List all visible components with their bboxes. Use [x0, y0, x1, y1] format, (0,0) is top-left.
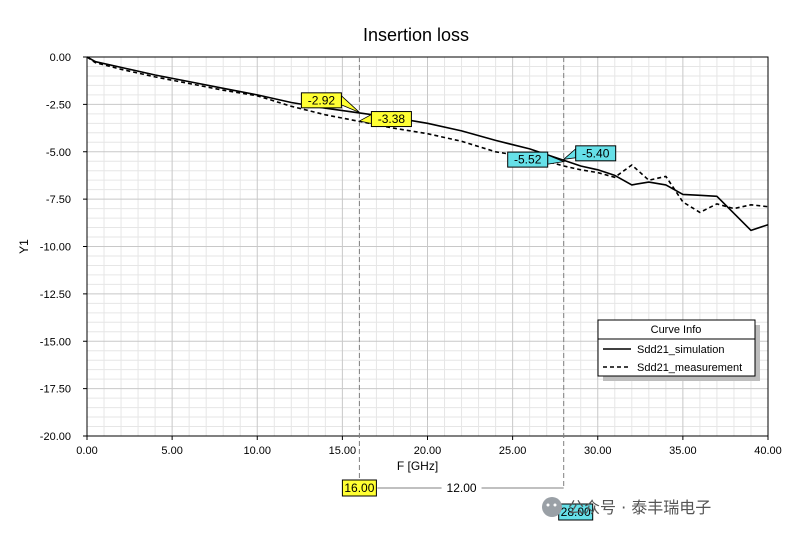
point-marker-label: -2.92: [308, 93, 336, 107]
vertical-marker-label[interactable]: 28.00: [561, 505, 591, 519]
point-marker-label: -5.52: [514, 153, 542, 167]
point-marker-label-box: [507, 151, 549, 168]
x-tick-label: 0.00: [76, 445, 97, 457]
point-marker-label-box: [370, 111, 412, 128]
x-axis-ticks: 0.00 5.00 10.00 15.00 20.00 25.00 30.00 35.00 40…: [76, 436, 782, 457]
y-axis-ticks: 0.00 -2.50 -5.00 -7.50 -10.00 -12.50 -15.00 -17…: [40, 52, 87, 443]
y-tick-label: -12.50: [40, 289, 71, 301]
legend-title: Curve Info: [651, 324, 702, 336]
y-axis-label: Y1: [17, 239, 31, 254]
y-tick-label: 0.00: [50, 52, 71, 64]
point-markers: -2.92 -3.38 -5.52 -5.40: [300, 92, 617, 168]
watermark: 公众号 · 泰丰瑞电子: [542, 497, 711, 517]
vertical-markers[interactable]: 12.00 16.00 28.00: [341, 57, 594, 521]
legend: Curve Info Sdd21_simulation Sdd21_measur…: [597, 319, 760, 381]
marker-delta-label-bg: [441, 480, 482, 496]
chart-title: Insertion loss: [363, 25, 469, 45]
point-marker-label: -5.40: [582, 146, 610, 160]
y-tick-label: -15.00: [40, 336, 71, 348]
legend-entry-simulation: Sdd21_simulation: [637, 344, 724, 356]
x-tick-label: 35.00: [669, 445, 697, 457]
y-tick-label: -20.00: [40, 431, 71, 443]
wechat-icon-eye-right: [553, 503, 557, 507]
x-tick-label: 30.00: [584, 445, 612, 457]
series-line-Sdd21_simulation: [86, 56, 769, 232]
point-marker-label-box: [575, 145, 617, 162]
x-tick-label: 10.00: [243, 445, 271, 457]
y-tick-label: -17.50: [40, 384, 71, 396]
wechat-icon-eye-left: [546, 503, 550, 507]
x-tick-label: 5.00: [161, 445, 182, 457]
point-marker-pointer: [562, 147, 577, 160]
y-tick-label: -2.50: [46, 99, 71, 111]
marker-delta-label: 12.00: [447, 481, 477, 495]
y-tick-label: -10.00: [40, 242, 71, 254]
x-tick-label: 20.00: [414, 445, 442, 457]
x-tick-label: 25.00: [499, 445, 527, 457]
x-tick-label: 15.00: [329, 445, 357, 457]
wechat-icon: [542, 497, 562, 517]
x-tick-label: 40.00: [754, 445, 782, 457]
watermark-text: 公众号 · 泰丰瑞电子: [568, 498, 711, 517]
point-marker-label-box: [300, 92, 342, 109]
vertical-marker-label[interactable]: 16.00: [344, 481, 374, 495]
legend-entry-measurement: Sdd21_measurement: [637, 362, 742, 374]
vertical-marker-label-box[interactable]: [341, 479, 377, 497]
y-tick-label: -7.50: [46, 194, 71, 206]
y-tick-label: -5.00: [46, 147, 71, 159]
x-axis-label: F [GHz]: [397, 459, 438, 473]
point-marker-label: -3.38: [378, 112, 406, 126]
